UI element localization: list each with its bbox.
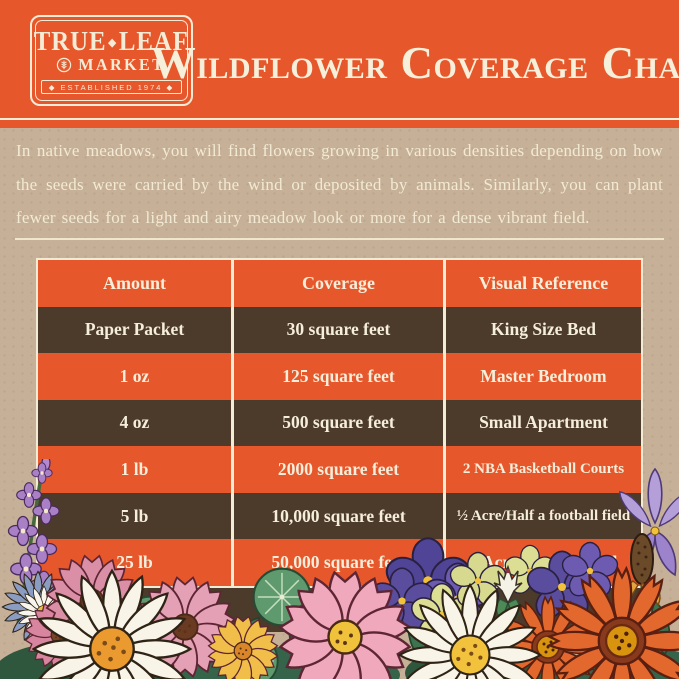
- title-word-2: Coverage: [400, 38, 589, 88]
- cell-visual-reference: King Size Bed: [443, 306, 641, 354]
- cell-visual-reference: Master Bedroom: [443, 353, 641, 400]
- title-word-3: Chart: [601, 38, 679, 88]
- brand-word-leaf: LEAF: [119, 25, 190, 56]
- brand-name-second-line: MARKET: [56, 55, 168, 75]
- wheat-icon: [56, 57, 71, 72]
- brand-established: ◆ ESTABLISHED 1974 ◆: [40, 79, 183, 94]
- section-divider: [15, 238, 664, 240]
- cell-amount: 25 lb: [116, 552, 153, 573]
- header-cell-coverage: Coverage: [231, 260, 443, 307]
- intro-text: In native meadows, you will find flowers…: [16, 141, 663, 227]
- cell-amount: 1 oz: [119, 365, 150, 386]
- cell-coverage: 125 square feet: [231, 353, 443, 400]
- cell-coverage: 2000 square feet: [231, 446, 443, 493]
- diamond-icon: ◆: [108, 36, 118, 49]
- brand-name: TRUE ◆LEAF: [33, 25, 190, 56]
- table-row: 5 lb 10,000 square feet ½ Acre/Half a fo…: [38, 492, 641, 540]
- cell-amount: Paper Packet: [84, 319, 185, 340]
- table-header-row: Amount Coverage Visual Reference: [38, 260, 641, 307]
- cell-visual-reference: Small Apartment: [443, 399, 641, 447]
- cell-amount: 4 oz: [119, 412, 150, 433]
- title-word-1: Wildflower: [150, 38, 388, 88]
- brand-logo-frame: TRUE ◆LEAF MARKET ◆ ESTABLISHED 1974 ◆: [33, 20, 190, 101]
- wildflowers-illustration: [0, 459, 679, 679]
- cell-amount: 1 lb: [120, 459, 149, 480]
- header-cell-visual-reference: Visual Reference: [443, 260, 641, 307]
- cell-amount: 5 lb: [120, 505, 149, 526]
- brand-word-true: TRUE: [33, 25, 107, 56]
- table-row: 1 lb 2000 square feet 2 NBA Basketball C…: [38, 446, 641, 493]
- header-cell-amount: Amount: [102, 272, 166, 293]
- brand-word-market: MARKET: [78, 54, 165, 74]
- cell-visual-reference: 2 NBA Basketball Courts: [443, 446, 641, 493]
- cell-coverage: 10,000 square feet: [231, 492, 443, 540]
- page-title: Wildflower Coverage Chart: [151, 24, 679, 108]
- brand-logo: TRUE ◆LEAF MARKET ◆ ESTABLISHED 1974 ◆: [30, 15, 193, 106]
- table-row: 4 oz 500 square feet Small Apartment: [38, 399, 641, 447]
- cell-visual-reference: ½ Acre/Half a football field: [443, 492, 641, 540]
- table-row: 1 oz 125 square feet Master Bedroom: [38, 353, 641, 400]
- table-row: Paper Packet 30 square feet King Size Be…: [38, 306, 641, 354]
- cell-coverage: 50,000 square feet: [231, 539, 443, 586]
- cell-coverage: 30 square feet: [231, 306, 443, 354]
- header-band: TRUE ◆LEAF MARKET ◆ ESTABLISHED 1974 ◆ Wi…: [0, 0, 679, 128]
- cell-coverage: 500 square feet: [231, 399, 443, 447]
